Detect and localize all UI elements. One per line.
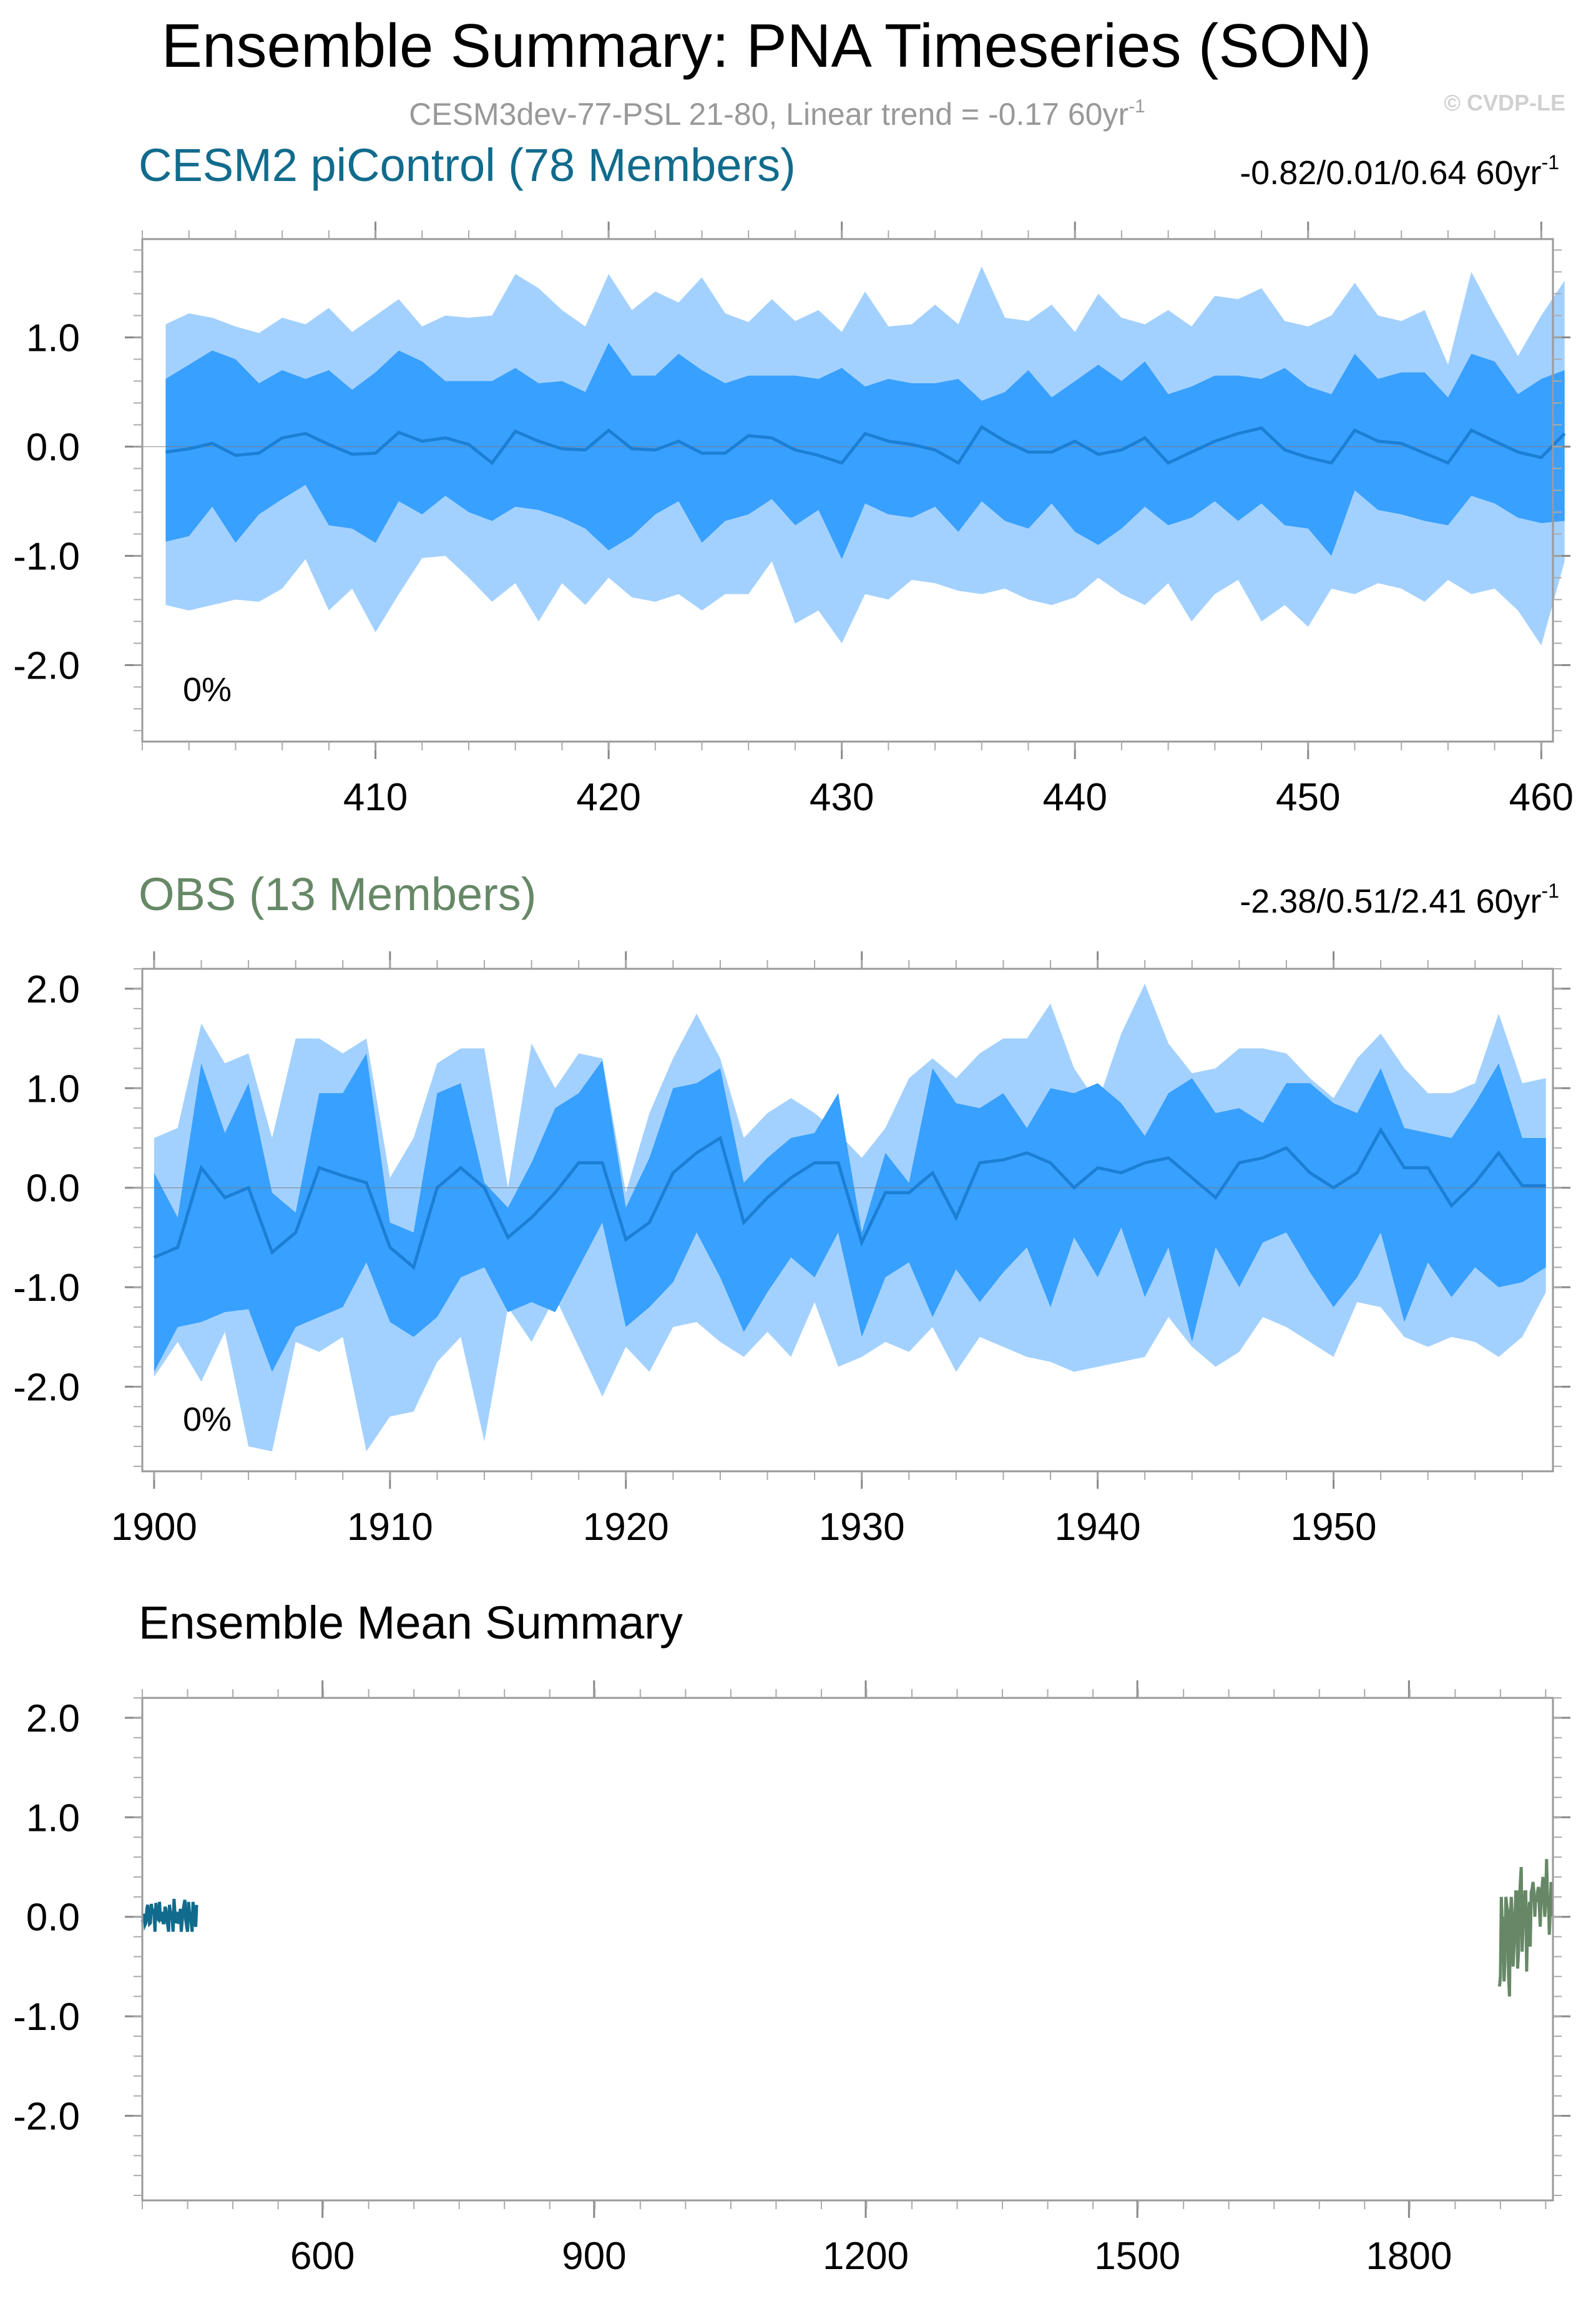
subtitle-superscript: -1: [1128, 96, 1145, 117]
x-tick-label: 410: [343, 776, 408, 819]
y-tick-label: -1.0: [13, 536, 80, 579]
x-tick-label: 1930: [819, 1506, 905, 1549]
x-tick-label: 430: [810, 776, 874, 819]
y-tick-label: 0.0: [26, 426, 80, 469]
summary-series-cesm: [140, 1898, 198, 1933]
range-value-cesm: -0.82/0.01/0.64 60yr: [1240, 154, 1541, 192]
x-tick-label: 460: [1509, 776, 1574, 819]
plot-frame: [141, 1697, 1554, 2202]
y-tick-label: 1.0: [26, 1797, 80, 1840]
y-tick-label: 1.0: [26, 1067, 80, 1110]
range-sup-obs: -1: [1542, 880, 1559, 902]
range-text-obs: -2.38/0.51/2.41 60yr-1: [1240, 880, 1559, 920]
x-tick-label: 420: [576, 776, 640, 819]
figure-title: Ensemble Summary: PNA Timeseries (SON): [162, 11, 1372, 80]
percent-label: 0%: [183, 1401, 232, 1438]
x-tick-label: 1920: [583, 1506, 669, 1549]
credit-watermark: © CVDP-LE: [1444, 90, 1565, 115]
x-tick-label: 440: [1042, 776, 1107, 819]
inner-spread-band: [154, 1053, 1546, 1372]
y-tick-label: -1.0: [13, 1996, 80, 2039]
percent-label: 0%: [183, 671, 232, 708]
x-tick-label: 1900: [111, 1506, 197, 1549]
x-tick-label: 600: [290, 2235, 355, 2278]
y-tick-label: 1.0: [26, 317, 80, 360]
y-tick-label: 0.0: [26, 1896, 80, 1939]
subtitle-main: CESM3dev-77-PSL 21-80, Linear trend = -0…: [409, 97, 1128, 132]
x-tick-label: 1200: [823, 2235, 909, 2278]
x-tick-label: 1800: [1366, 2235, 1452, 2278]
x-tick-label: 1500: [1094, 2235, 1180, 2278]
ensemble-mean-line: [153, 1127, 1546, 1270]
y-tick-label: -2.0: [13, 645, 80, 688]
figure-subtitle: CESM3dev-77-PSL 21-80, Linear trend = -0…: [409, 96, 1145, 132]
range-text-cesm: -0.82/0.01/0.64 60yr-1: [1240, 151, 1559, 192]
ensemble-mean-line: [165, 424, 1566, 466]
x-tick-label: 1910: [347, 1506, 433, 1549]
y-tick-label: 2.0: [26, 968, 80, 1011]
y-tick-label: 2.0: [26, 1697, 80, 1740]
panel-title-obs: OBS (13 Members): [139, 868, 536, 920]
x-tick-label: 1940: [1055, 1506, 1141, 1549]
y-tick-label: 0.0: [26, 1167, 80, 1210]
panel-title-cesm: CESM2 piControl (78 Members): [139, 139, 796, 191]
summary-series-obs: [1497, 1859, 1554, 1997]
panel-cesm: 410 420 430 440 450 460 1.0 0.0 -1.0 -2.0 0%: [13, 222, 1574, 819]
x-tick-label: 900: [562, 2235, 626, 2278]
inner-spread-band: [165, 343, 1565, 559]
x-tick-label: 1950: [1291, 1506, 1377, 1549]
y-tick-label: -2.0: [13, 2096, 80, 2139]
y-tick-label: -1.0: [13, 1267, 80, 1310]
plot-frame: [141, 968, 1554, 1473]
panel-title-summary: Ensemble Mean Summary: [139, 1597, 683, 1649]
range-value-obs: -2.38/0.51/2.41 60yr: [1240, 883, 1541, 920]
y-tick-label: -2.0: [13, 1366, 80, 1409]
range-sup-cesm: -1: [1542, 151, 1559, 174]
panel-summary: 600 900 1200 1500 1800 2.0 1.0 0.0 -1.0 -2.0: [13, 1680, 1570, 2278]
panel-obs: 1900 1910 1920 1930 1940 1950 2.0 1.0 0.0 -1.0 -2.…: [13, 951, 1570, 1549]
x-tick-label: 450: [1276, 776, 1340, 819]
